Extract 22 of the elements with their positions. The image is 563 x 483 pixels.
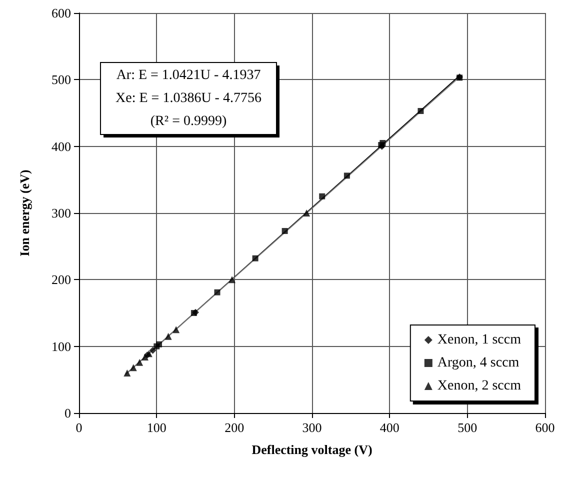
legend-label: Xenon, 1 sccm: [437, 332, 522, 348]
y-tick-label: 200: [52, 272, 71, 288]
annotation: Xe: E = 1.0386U - 4.7756: [116, 91, 262, 106]
x-axis-title: Deflecting voltage (V): [252, 442, 372, 457]
x-tick-label: 500: [458, 420, 478, 435]
x-tick-label: 200: [224, 420, 244, 435]
annotation: Ar: E = 1.0421U - 4.1937: [116, 68, 261, 83]
x-tick-label: 600: [535, 420, 555, 435]
x-tick-label: 100: [146, 420, 166, 435]
y-tick-label: 100: [52, 338, 71, 354]
y-tick-label: 0: [64, 406, 71, 420]
x-tick-label: 0: [76, 420, 82, 435]
y-axis-title: Ion energy (eV): [17, 170, 32, 256]
legend-label: Argon, 4 sccm: [437, 356, 520, 370]
annotation: (R² = 0.9999): [150, 114, 227, 129]
x-tick-label: 300: [302, 420, 322, 435]
y-tick-label: 300: [52, 206, 71, 220]
x-tick-label: 400: [380, 420, 400, 435]
y-tick-label: 500: [52, 72, 71, 88]
y-tick-label: 600: [52, 6, 71, 20]
legend-label: Xenon, 2 sccm: [437, 378, 522, 394]
y-tick-label: 400: [52, 138, 71, 154]
